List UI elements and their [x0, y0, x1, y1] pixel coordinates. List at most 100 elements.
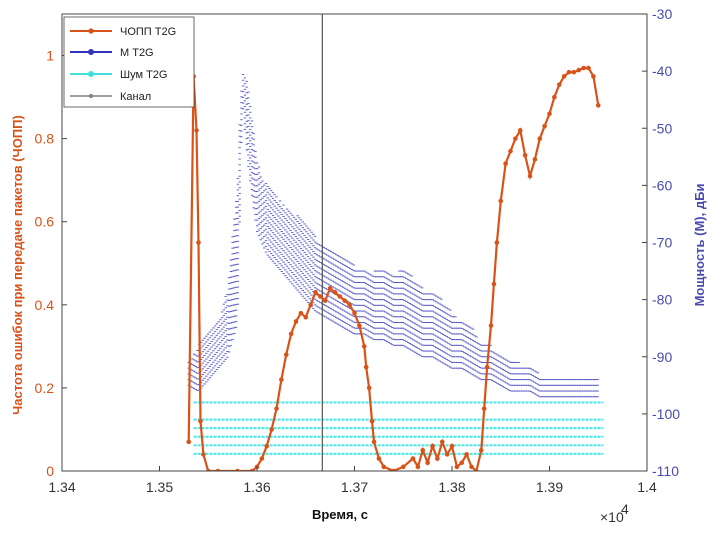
chopp-point	[366, 385, 372, 391]
chopp-point	[488, 323, 494, 328]
legend-marker-chopp	[88, 28, 94, 34]
chopp-point	[571, 69, 577, 75]
chopp-point	[322, 298, 328, 303]
y-left-tick-label: 0.8	[35, 131, 55, 147]
chopp-point	[566, 69, 572, 75]
chopp-point	[205, 468, 211, 471]
chopp-point	[552, 94, 557, 100]
legend-marker-noise	[88, 71, 94, 77]
chopp-point	[537, 136, 543, 141]
chopp-point	[484, 364, 490, 370]
chopp-point	[532, 157, 538, 162]
legend-marker-power	[88, 49, 94, 55]
x-axis-label: Время, с	[312, 507, 368, 522]
chopp-line	[187, 66, 600, 471]
chopp-point	[332, 290, 338, 295]
chopp-point	[556, 82, 562, 87]
plot-content	[186, 14, 604, 471]
legend-label-power: М Т2G	[120, 47, 154, 59]
chopp-point	[303, 314, 309, 320]
chopp-point	[274, 406, 279, 411]
chopp-point	[508, 148, 513, 154]
chopp-point	[498, 198, 504, 204]
chopp-point	[581, 65, 586, 71]
x-tick-label: 1.38	[438, 479, 465, 495]
chopp-point	[342, 298, 348, 303]
chopp-point	[215, 468, 221, 471]
chopp-point	[198, 418, 203, 424]
chopp-point	[352, 310, 357, 316]
chopp-point	[279, 377, 284, 382]
chopp-point	[194, 128, 199, 133]
chopp-point	[464, 452, 469, 457]
chopp-point	[449, 443, 455, 449]
chopp-point	[415, 464, 421, 470]
x-ticks: 1.34 1.35 1.36 1.37 1.38 1.39 1.4	[48, 466, 657, 495]
chopp-point	[595, 103, 601, 108]
chopp-point	[369, 418, 375, 424]
chopp-point	[235, 468, 240, 471]
chopp-point	[513, 136, 518, 141]
chopp-point	[474, 468, 479, 471]
chopp-point	[371, 439, 377, 445]
chopp-point	[430, 443, 435, 449]
chopp-point	[591, 74, 596, 79]
legend-label-chopp: ЧОПП Т2G	[120, 26, 176, 38]
chopp-point	[410, 456, 416, 461]
chopp-point	[454, 464, 460, 470]
chopp-point	[425, 460, 430, 465]
x-tick-label: 1.34	[48, 479, 75, 495]
chopp-point	[481, 406, 487, 411]
chopp-point	[186, 439, 192, 445]
chopp-point	[293, 319, 299, 324]
y-left-axis-label: Частота ошибок при передаче пакетов (ЧОП…	[10, 115, 25, 415]
chopp-point	[435, 456, 440, 461]
chopp-point	[313, 290, 318, 295]
chopp-point	[547, 111, 552, 117]
y-left-tick-label: 0.4	[35, 297, 55, 313]
chopp-point	[361, 344, 367, 349]
x-tick-label: 1.4	[637, 479, 657, 495]
y-right-tick-label: -70	[652, 235, 672, 251]
chopp-point	[357, 323, 362, 328]
y-right-tick-label: -40	[652, 63, 672, 79]
chopp-point	[298, 310, 304, 316]
chopp-point	[522, 152, 528, 158]
y-left-tick-label: 1	[46, 48, 54, 64]
legend: ЧОПП Т2G М Т2G Шум Т2G Канал	[63, 16, 195, 108]
chopp-point	[308, 302, 313, 308]
y-right-ticks: -110 -100 -90 -80 -70 -60 -50 -40 -30	[642, 6, 680, 479]
chopp-point	[283, 352, 289, 357]
y-left-tick-label: 0.2	[35, 380, 55, 396]
chopp-point	[376, 456, 382, 461]
x-tick-label: 1.39	[536, 479, 563, 495]
x-tick-label: 1.35	[146, 479, 173, 495]
chopp-point	[288, 331, 294, 337]
chopp-point	[327, 285, 333, 291]
chopp-point	[491, 281, 497, 287]
plot-area	[186, 14, 604, 471]
y-left-ticks: 0 0.2 0.4 0.6 0.8 1	[35, 48, 67, 479]
chopp-point	[444, 452, 450, 457]
chopp-point	[576, 67, 582, 73]
chopp-point	[201, 452, 206, 457]
chopp-point	[347, 302, 352, 308]
chopp-point	[318, 294, 323, 299]
chopp-point	[542, 123, 547, 129]
chopp-point	[381, 464, 387, 470]
y-right-tick-label: -80	[652, 292, 672, 308]
y-right-tick-label: -60	[652, 177, 672, 193]
chopp-point	[494, 240, 500, 245]
x-tick-label: 1.36	[243, 479, 270, 495]
chopp-point	[337, 294, 343, 299]
chopp-point	[586, 65, 591, 71]
chopp-point	[269, 427, 274, 432]
legend-marker-channel	[89, 94, 93, 98]
chopp-point	[459, 460, 465, 465]
chopp-point	[196, 240, 201, 245]
chopp-point	[249, 468, 255, 471]
y-right-tick-label: -30	[652, 6, 672, 22]
chopp-point	[439, 439, 445, 445]
chopp-point	[264, 443, 270, 449]
